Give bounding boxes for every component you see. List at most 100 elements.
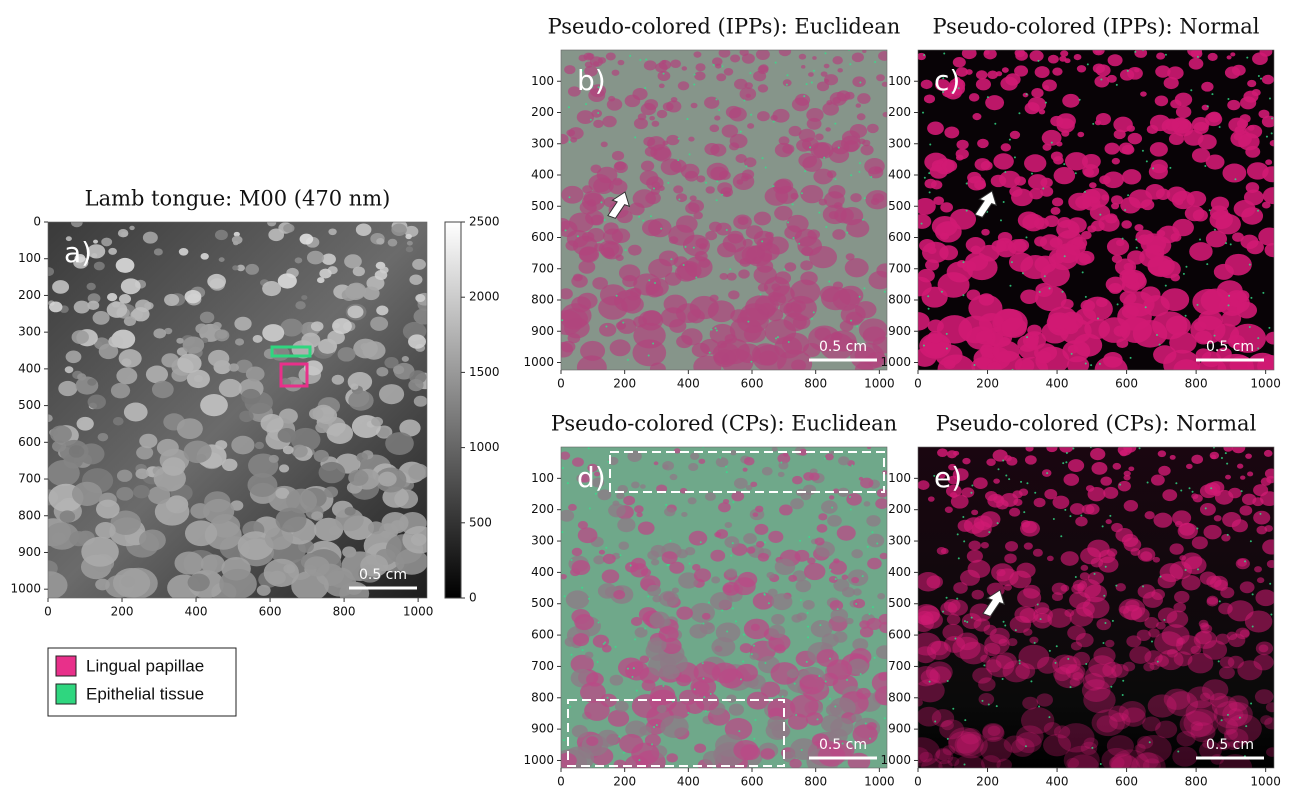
texture-blob — [824, 74, 838, 85]
texture-speck — [782, 696, 784, 698]
texture-blob — [1040, 178, 1052, 188]
texture-speck — [957, 533, 959, 535]
texture-blob — [694, 568, 711, 582]
texture-blob — [1242, 494, 1256, 505]
texture-blob — [851, 549, 863, 558]
texture-blob — [695, 63, 705, 71]
texture-blob — [722, 125, 738, 138]
texture-speck — [1072, 448, 1074, 450]
texture-blob — [96, 500, 120, 519]
texture-blob — [1035, 66, 1050, 78]
texture-speck — [1000, 219, 1002, 221]
texture-speck — [1226, 463, 1228, 465]
texture-speck — [838, 147, 840, 149]
x-tick-label: 200 — [613, 377, 636, 391]
texture-blob — [1064, 473, 1080, 485]
texture-blob — [414, 396, 428, 407]
texture-blob — [607, 98, 622, 110]
texture-blob — [947, 450, 957, 458]
texture-blob — [1128, 133, 1142, 145]
texture-blob — [845, 258, 869, 277]
texture-blob — [612, 70, 620, 76]
texture-blob — [1140, 551, 1152, 561]
texture-blob — [644, 60, 657, 70]
x-tick-label: 400 — [677, 377, 700, 391]
texture-speck — [1270, 614, 1272, 616]
texture-speck — [1134, 51, 1136, 53]
texture-speck — [813, 311, 815, 313]
texture-blob — [714, 532, 721, 538]
texture-speck — [605, 547, 607, 549]
texture-speck — [715, 327, 717, 329]
texture-blob — [1103, 487, 1118, 499]
texture-speck — [1116, 84, 1118, 86]
texture-blob — [65, 366, 74, 373]
texture-blob — [1105, 143, 1120, 155]
texture-blob — [767, 716, 785, 731]
texture-speck — [1219, 600, 1221, 602]
texture-blob — [219, 569, 257, 599]
texture-blob — [1008, 239, 1027, 254]
texture-speck — [1249, 326, 1251, 328]
texture-blob — [1171, 274, 1181, 282]
texture-blob — [1122, 169, 1141, 184]
texture-speck — [708, 602, 710, 604]
legend-swatch — [56, 656, 76, 676]
x-tick-label: 800 — [333, 605, 356, 619]
texture-speck — [1053, 518, 1055, 520]
texture-speck — [562, 467, 564, 469]
texture-speck — [834, 178, 836, 180]
texture-speck — [834, 705, 836, 707]
texture-blob — [1081, 742, 1098, 755]
texture-blob — [1119, 143, 1134, 155]
texture-blob — [685, 203, 699, 215]
scale-bar-label: 0.5 cm — [359, 567, 407, 583]
texture-blob — [825, 453, 834, 460]
texture-speck — [811, 318, 813, 320]
y-tick-label: 1000 — [10, 582, 41, 596]
texture-blob — [1153, 513, 1172, 528]
texture-speck — [1026, 482, 1028, 484]
texture-blob — [628, 245, 642, 256]
texture-speck — [1110, 686, 1112, 688]
texture-speck — [946, 597, 948, 599]
texture-speck — [1206, 263, 1208, 265]
texture-speck — [997, 522, 999, 524]
y-tick-label: 400 — [531, 168, 554, 182]
texture-speck — [1025, 745, 1027, 747]
texture-blob — [754, 266, 777, 285]
texture-blob — [832, 56, 842, 64]
texture-speck — [716, 180, 718, 182]
texture-speck — [686, 118, 688, 120]
texture-blob — [1042, 80, 1057, 92]
texture-speck — [1003, 201, 1005, 203]
texture-speck — [799, 540, 801, 542]
texture-blob — [1064, 609, 1074, 617]
texture-blob — [1151, 475, 1165, 486]
texture-blob — [1158, 450, 1166, 457]
texture-blob — [574, 614, 594, 630]
texture-blob — [933, 196, 944, 205]
texture-speck — [761, 240, 763, 242]
texture-speck — [1189, 487, 1191, 489]
texture-blob — [734, 478, 748, 489]
texture-blob — [1034, 256, 1056, 274]
y-tick-label: 500 — [531, 596, 554, 610]
texture-blob — [1074, 54, 1082, 60]
texture-blob — [704, 97, 719, 109]
texture-blob — [947, 614, 961, 625]
x-tick-label: 800 — [1185, 775, 1208, 789]
texture-blob — [755, 506, 763, 513]
texture-speck — [837, 608, 839, 610]
y-tick-label: 0 — [33, 215, 41, 229]
texture-blob — [1134, 68, 1139, 72]
texture-blob — [791, 359, 806, 371]
texture-blob — [690, 453, 699, 460]
texture-speck — [943, 52, 945, 54]
texture-blob — [937, 547, 947, 555]
x-tick-label: 800 — [804, 775, 827, 789]
texture-speck — [1199, 238, 1201, 240]
texture-blob — [976, 331, 993, 345]
texture-blob — [691, 103, 698, 109]
y-tick-label: 300 — [18, 325, 41, 339]
